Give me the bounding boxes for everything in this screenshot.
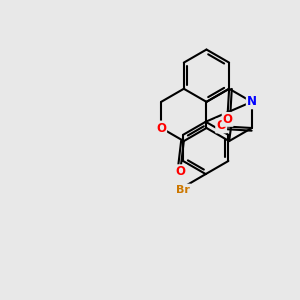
Text: O: O <box>216 119 226 132</box>
Text: Br: Br <box>176 184 190 194</box>
Text: O: O <box>156 122 166 134</box>
Text: O: O <box>176 165 186 178</box>
Text: N: N <box>247 95 257 108</box>
Text: O: O <box>223 113 232 126</box>
